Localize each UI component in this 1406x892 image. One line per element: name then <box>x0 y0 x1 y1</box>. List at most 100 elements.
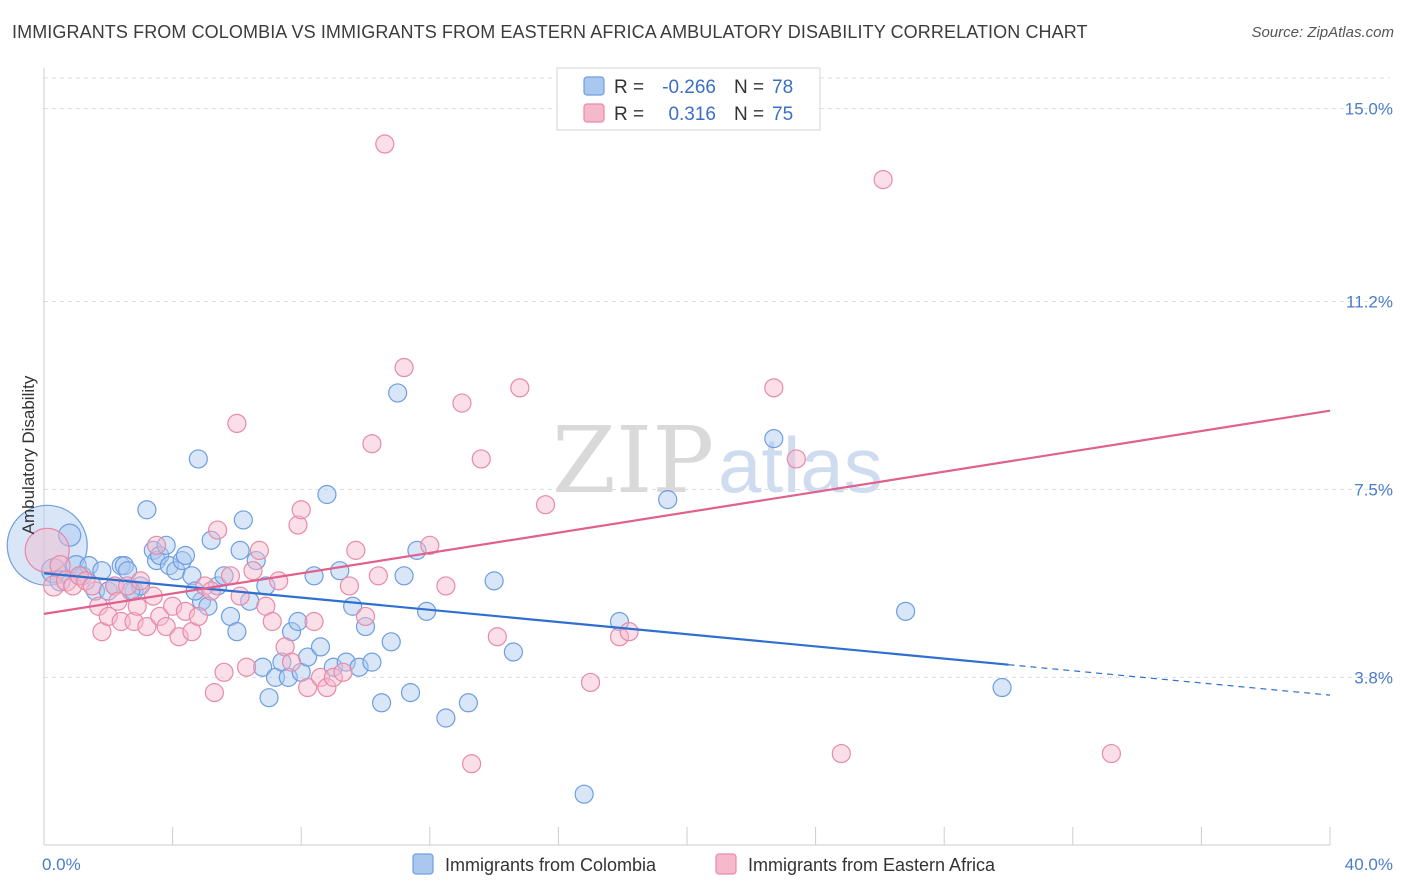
legend-n-label-blue: N = <box>734 77 764 98</box>
eastern-africa-point-20 <box>146 535 167 555</box>
eastern-africa-point-65 <box>510 378 530 398</box>
legend-r-value-blue: -0.266 <box>662 77 716 98</box>
colombia-point-40 <box>259 688 279 708</box>
colombia-point-12 <box>114 556 134 576</box>
y-tick-label-1: 7.5% <box>1354 480 1393 499</box>
eastern-africa-point-69 <box>619 622 639 642</box>
colombia-point-29 <box>201 530 221 550</box>
eastern-africa-point-23 <box>163 596 183 616</box>
eastern-africa-point-41 <box>269 571 289 591</box>
eastern-africa-point-59 <box>420 535 440 555</box>
colombia-point-27 <box>191 591 212 611</box>
legend-n-value-blue: 78 <box>772 77 793 98</box>
eastern-africa-point-18 <box>137 616 157 637</box>
eastern-africa-point-67 <box>580 672 601 693</box>
eastern-africa-point-71 <box>786 449 806 469</box>
eastern-africa-point-21 <box>150 606 170 627</box>
eastern-africa-point-44 <box>288 515 308 535</box>
colombia-point-34 <box>230 540 250 560</box>
points-layer <box>6 134 1121 804</box>
y-axis-label: Ambulatory Disability <box>19 375 38 534</box>
colombia-point-6 <box>79 556 99 576</box>
eastern-africa-point-52 <box>339 576 360 596</box>
eastern-africa-point-50 <box>323 667 343 687</box>
series-legend-label-eastern-africa: Immigrants from Eastern Africa <box>748 855 996 875</box>
eastern-africa-point-63 <box>471 449 491 469</box>
colombia-point-49 <box>310 637 331 657</box>
grid-layer <box>44 77 1390 678</box>
eastern-africa-point-28 <box>195 576 215 596</box>
colombia-point-28 <box>198 596 218 616</box>
colombia-point-43 <box>278 667 298 687</box>
colombia-point-21 <box>159 556 179 576</box>
eastern-africa-point-60 <box>436 576 456 596</box>
colombia-point-33 <box>227 622 247 642</box>
colombia-point-64 <box>416 601 437 621</box>
legend-swatch-blue <box>583 76 605 96</box>
eastern-africa-point-70 <box>764 378 784 398</box>
y-tick-label-0: 3.8% <box>1354 668 1393 687</box>
colombia-point-73 <box>896 601 916 621</box>
y-tick-label-2: 11.2% <box>1346 292 1393 311</box>
colombia-point-13 <box>117 561 138 581</box>
eastern-africa-point-10 <box>98 606 118 627</box>
colombia-point-71 <box>658 489 678 510</box>
series-legend-swatch-eastern-africa <box>715 853 737 875</box>
colombia-point-20 <box>156 535 176 555</box>
eastern-africa-point-54 <box>355 606 376 627</box>
series-legend-swatch-colombia <box>412 853 434 875</box>
colombia-point-72 <box>764 429 784 449</box>
colombia-point-3 <box>58 523 82 547</box>
eastern-africa-point-43 <box>281 652 302 672</box>
colombia-point-58 <box>371 693 392 713</box>
colombia-point-38 <box>253 657 273 677</box>
eastern-africa-point-40 <box>262 611 282 632</box>
colombia-point-16 <box>137 500 157 520</box>
legend-r-value-pink: 0.316 <box>668 104 716 125</box>
eastern-africa-point-35 <box>230 586 250 606</box>
colombia-point-67 <box>484 571 504 591</box>
eastern-africa-point-46 <box>298 677 318 698</box>
eastern-africa-point-27 <box>188 606 208 627</box>
colombia-point-61 <box>394 566 414 586</box>
eastern-africa-point-51 <box>333 662 353 682</box>
colombia-point-26 <box>188 449 208 469</box>
eastern-africa-point-37 <box>243 561 263 581</box>
eastern-africa-point-24 <box>169 627 189 647</box>
eastern-africa-point-66 <box>535 495 556 515</box>
x-tick-label-0: 0.0% <box>42 855 81 874</box>
eastern-africa-point-0 <box>24 527 70 573</box>
colombia-point-45 <box>288 611 308 632</box>
legend-n-label-pink: N = <box>734 104 764 125</box>
eastern-africa-point-53 <box>346 540 366 560</box>
colombia-point-23 <box>172 550 192 571</box>
eastern-africa-point-57 <box>375 134 395 154</box>
eastern-africa-point-61 <box>452 393 472 413</box>
eastern-africa-point-29 <box>201 581 221 601</box>
eastern-africa-point-7 <box>82 576 102 596</box>
eastern-africa-point-30 <box>204 683 224 703</box>
eastern-africa-point-49 <box>317 677 337 698</box>
legend-swatch-pink <box>583 103 605 123</box>
legend-r-label-blue: R = <box>614 77 644 98</box>
colombia-point-59 <box>381 632 401 652</box>
chart-source: Source: ZipAtlas.com <box>1251 24 1394 41</box>
eastern-africa-point-45 <box>291 500 311 520</box>
eastern-africa-point-47 <box>304 611 324 632</box>
eastern-africa-point-32 <box>214 662 234 682</box>
series-legend: Immigrants from Colombia Immigrants from… <box>412 853 996 875</box>
colombia-point-65 <box>436 708 456 728</box>
colombia-point-25 <box>182 566 202 586</box>
eastern-africa-point-22 <box>156 616 176 637</box>
watermark: ZIP atlas <box>552 407 883 514</box>
eastern-africa-point-31 <box>208 520 228 540</box>
colombia-point-74 <box>992 677 1012 698</box>
colombia-point-50 <box>317 484 337 505</box>
colombia-point-57 <box>362 652 382 672</box>
trend-layer <box>43 409 1331 696</box>
colombia-point-69 <box>574 784 594 804</box>
x-tick-label-1: 40.0% <box>1345 855 1393 874</box>
colombia-point-68 <box>503 642 523 662</box>
colombia-point-51 <box>323 657 343 677</box>
eastern-africa-point-16 <box>127 596 147 616</box>
